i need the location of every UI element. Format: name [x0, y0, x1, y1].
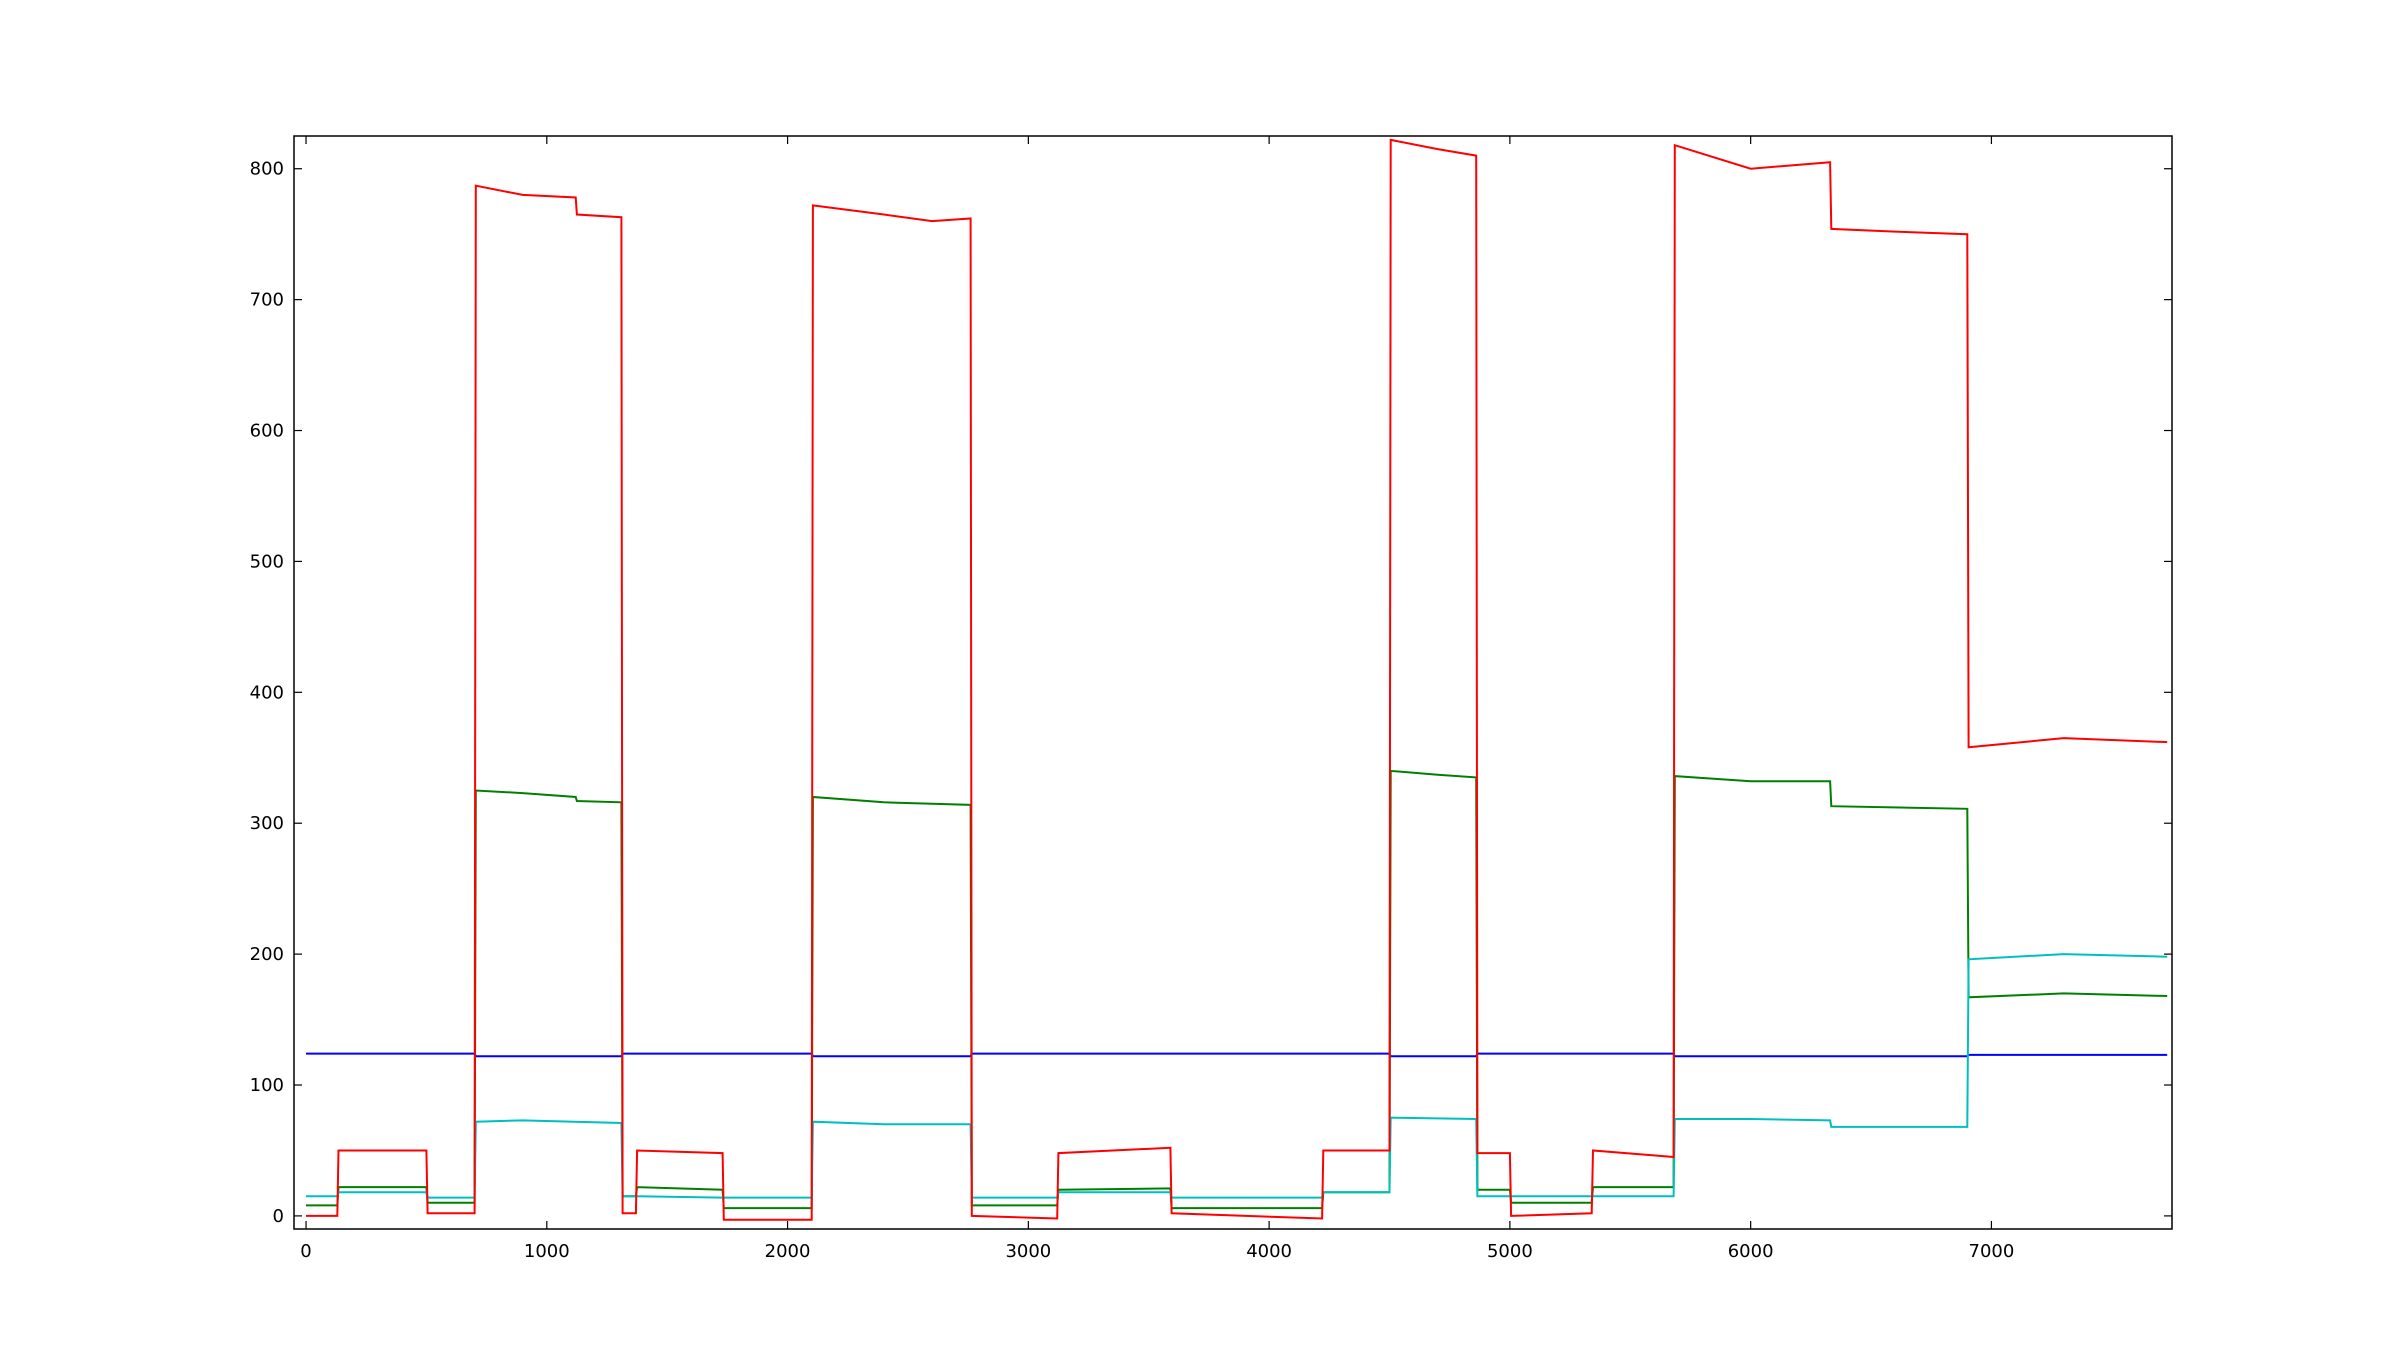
y-tick-label: 500: [250, 551, 284, 572]
tick-layer: 0 1000 2000 3000 4000 5000 6000 7000 0 100 200 300 4…: [250, 136, 2172, 1262]
y-tick-label: 300: [250, 813, 284, 834]
series-line-0: [306, 1052, 2168, 1058]
x-tick-label: 1000: [524, 1241, 570, 1262]
x-tick-label: 6000: [1728, 1241, 1774, 1262]
series-layer: [306, 138, 2168, 1221]
x-tick-label: 7000: [1969, 1241, 2015, 1262]
x-tick-label: 2000: [765, 1241, 811, 1262]
x-tick-label: 0: [300, 1241, 311, 1262]
x-tick-label: 4000: [1246, 1241, 1292, 1262]
y-tick-label: 0: [273, 1206, 284, 1227]
plot-frame: [293, 135, 2173, 1230]
series-line-3: [306, 138, 2168, 1221]
y-tick-label: 100: [250, 1075, 284, 1096]
y-tick-label: 700: [250, 290, 284, 311]
y-tick-label: 600: [250, 421, 284, 442]
y-tick-label: 800: [250, 159, 284, 180]
x-tick-label: 3000: [1005, 1241, 1051, 1262]
y-tick-label: 400: [250, 682, 284, 703]
series-line-2: [306, 953, 2168, 1199]
y-tick-label: 200: [250, 944, 284, 965]
x-tick-label: 5000: [1487, 1241, 1533, 1262]
